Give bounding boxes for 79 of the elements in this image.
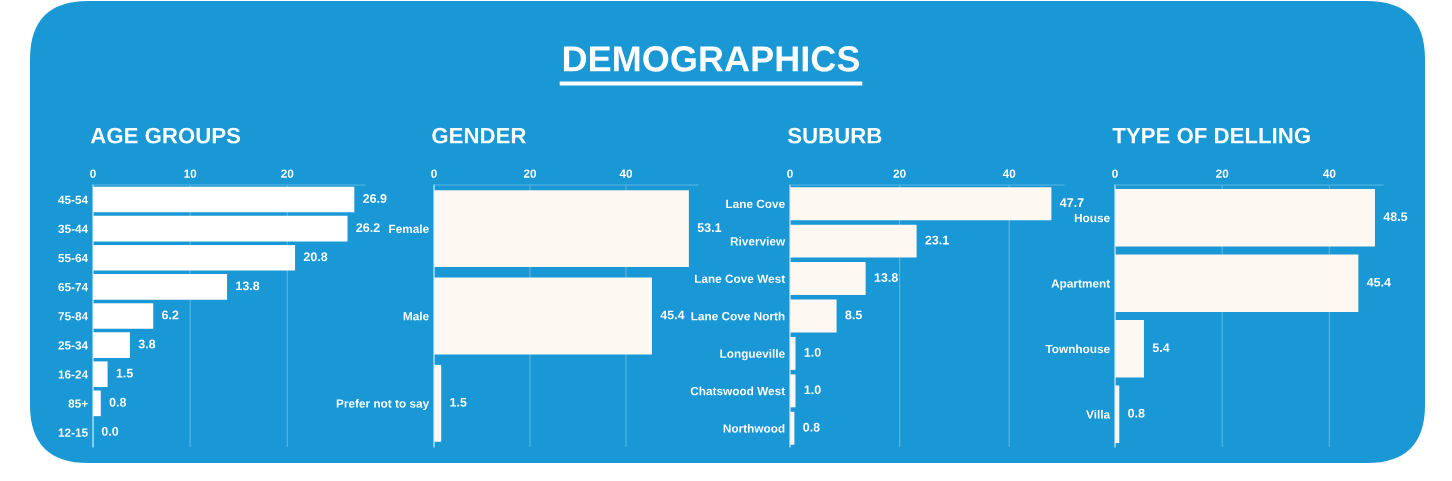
bar — [790, 262, 866, 296]
y-tick-label: Northwood — [723, 424, 785, 433]
bar — [790, 187, 1052, 221]
bar — [93, 215, 348, 242]
y-tick-label: Chatswood West — [690, 386, 785, 396]
y-tick-label: 75-84 — [58, 312, 89, 321]
data-label: 0.0 — [101, 426, 119, 436]
data-label: 13.8 — [874, 273, 898, 282]
data-label: 45.4 — [1366, 277, 1391, 287]
x-tick-label: 20 — [281, 169, 294, 178]
x-tick-label: 20 — [523, 169, 537, 178]
x-tick-label: 20 — [893, 169, 906, 178]
data-label: 1.5 — [450, 397, 467, 407]
x-tick-label: 0 — [787, 169, 793, 178]
x-tick-label: 40 — [1323, 169, 1336, 178]
y-tick-label: Lane Cove West — [694, 274, 785, 283]
text: DEMOGRAPHICS — [563, 46, 860, 72]
data-label: 1.5 — [116, 368, 133, 378]
x-tick-label: 10 — [184, 169, 197, 178]
data-label: 48.5 — [1383, 212, 1408, 222]
x-tick-label: 40 — [619, 169, 633, 178]
data-label: 8.5 — [845, 310, 862, 320]
y-tick-label: Lane Cove — [726, 199, 785, 209]
y-tick-label: Townhouse — [1045, 344, 1110, 354]
x-tick-label: 40 — [1002, 169, 1016, 178]
bar — [93, 303, 154, 329]
bar — [1115, 319, 1144, 378]
y-tick-label: Male — [403, 311, 429, 321]
data-label: 53.1 — [697, 223, 722, 233]
x-tick-label: 0 — [431, 169, 437, 178]
y-tick-label: 16-24 — [58, 370, 89, 379]
bar — [434, 277, 652, 355]
data-label: 23.1 — [925, 235, 949, 245]
bar — [1115, 254, 1359, 313]
x-tick-label: 0 — [90, 169, 96, 178]
y-tick-label: Longueville — [720, 349, 785, 361]
chart-title: GENDER — [432, 127, 526, 144]
y-tick-label: Lane Cove North — [691, 311, 785, 321]
data-label: 0.8 — [803, 422, 820, 432]
data-label: 5.4 — [1152, 343, 1170, 353]
bar — [93, 186, 355, 213]
data-label: 45.4 — [660, 310, 685, 320]
y-tick-label: House — [1074, 213, 1110, 223]
chart-title: SUBURB — [787, 127, 882, 144]
data-label: 26.2 — [356, 223, 380, 233]
bar — [93, 332, 130, 358]
y-tick-label: Apartment — [1051, 279, 1110, 290]
bar — [434, 190, 689, 268]
x-tick-label: 0 — [1112, 169, 1118, 178]
data-label: 6.2 — [162, 310, 179, 320]
data-label: 1.0 — [804, 347, 821, 357]
y-tick-label: 85+ — [68, 399, 88, 408]
y-tick-label: Prefer not to say — [336, 399, 430, 411]
x-tick-label: 20 — [1216, 169, 1229, 178]
y-tick-label: 65-74 — [58, 282, 89, 292]
chart-title: AGE GROUPS — [90, 127, 241, 144]
bar — [93, 244, 296, 271]
data-label: 3.8 — [138, 339, 156, 349]
y-tick-label: 55-64 — [58, 253, 89, 263]
data-label: 1.0 — [804, 385, 821, 395]
data-label: 26.9 — [363, 194, 387, 203]
data-label: 47.7 — [1059, 198, 1084, 207]
y-tick-label: 35-44 — [58, 224, 89, 234]
data-label: 20.8 — [303, 252, 328, 262]
bar — [93, 361, 108, 388]
data-label: 0.8 — [1128, 408, 1145, 418]
bar — [1115, 188, 1375, 247]
y-tick-label: Riverview — [730, 236, 786, 246]
bar — [790, 224, 917, 258]
y-tick-label: Female — [389, 224, 429, 234]
y-tick-label: Villa — [1086, 409, 1111, 419]
y-tick-label: 12-15 — [58, 428, 88, 437]
y-tick-label: 25-34 — [58, 341, 89, 350]
bar — [790, 299, 837, 333]
bar — [93, 274, 228, 300]
chart-title: TYPE OF DELLING — [1112, 127, 1310, 144]
data-label: 13.8 — [236, 281, 260, 291]
y-tick-label: 45-54 — [58, 195, 89, 204]
data-label: 0.8 — [109, 397, 127, 407]
